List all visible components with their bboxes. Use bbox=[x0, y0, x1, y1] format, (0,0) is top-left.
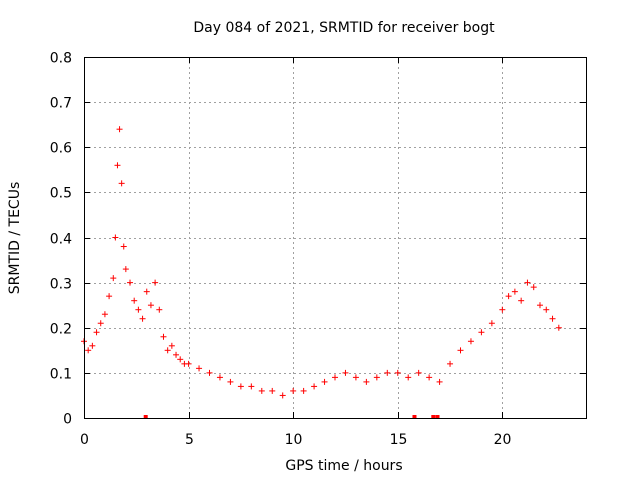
data-point bbox=[311, 383, 318, 390]
data-point bbox=[467, 338, 474, 345]
data-point bbox=[122, 266, 129, 273]
data-point bbox=[112, 234, 119, 241]
data-point bbox=[363, 378, 370, 385]
data-point bbox=[227, 378, 234, 385]
data-gap-marker bbox=[143, 415, 148, 419]
data-point bbox=[549, 315, 556, 322]
y-tick-label: 0.5 bbox=[50, 186, 72, 202]
data-point bbox=[173, 351, 180, 358]
data-point bbox=[505, 293, 512, 300]
data-point bbox=[216, 374, 223, 381]
data-gap-marker bbox=[431, 415, 436, 419]
data-point bbox=[394, 369, 401, 376]
data-point bbox=[131, 297, 138, 304]
y-tick-label: 0.7 bbox=[50, 96, 72, 112]
data-point bbox=[106, 293, 113, 300]
data-point bbox=[143, 288, 150, 295]
data-point bbox=[384, 369, 391, 376]
data-point bbox=[168, 342, 175, 349]
data-point bbox=[518, 297, 525, 304]
data-point bbox=[101, 311, 108, 318]
data-point bbox=[269, 387, 276, 394]
data-point bbox=[499, 306, 506, 313]
data-point bbox=[185, 360, 192, 367]
data-point bbox=[279, 392, 286, 399]
grid-lines bbox=[84, 57, 586, 418]
data-point bbox=[135, 306, 142, 313]
data-point bbox=[524, 279, 531, 286]
data-point bbox=[110, 275, 117, 282]
y-axis-label: SRMTID / TECUs bbox=[7, 182, 23, 295]
data-point bbox=[290, 387, 297, 394]
y-tick-label: 0.6 bbox=[50, 141, 72, 157]
data-gap-marker bbox=[412, 415, 417, 419]
data-point bbox=[237, 383, 244, 390]
x-tick-label: 0 bbox=[80, 432, 89, 448]
data-point bbox=[152, 279, 159, 286]
data-point bbox=[426, 374, 433, 381]
data-point bbox=[536, 302, 543, 309]
data-points bbox=[81, 126, 562, 399]
data-point bbox=[160, 333, 167, 340]
data-point bbox=[118, 180, 125, 187]
data-point bbox=[478, 329, 485, 336]
x-axis-label: GPS time / hours bbox=[285, 458, 402, 474]
data-point bbox=[258, 387, 265, 394]
data-point bbox=[405, 374, 412, 381]
x-tick-label: 20 bbox=[494, 432, 512, 448]
x-tick-label: 5 bbox=[185, 432, 194, 448]
data-point bbox=[352, 374, 359, 381]
data-point bbox=[116, 126, 123, 133]
data-point bbox=[177, 356, 184, 363]
data-point bbox=[543, 306, 550, 313]
data-gap-markers bbox=[143, 415, 440, 419]
plot-frame bbox=[84, 57, 587, 419]
data-point bbox=[156, 306, 163, 313]
y-tick-label: 0.2 bbox=[50, 322, 72, 338]
x-tick-label: 15 bbox=[390, 432, 408, 448]
data-point bbox=[457, 347, 464, 354]
data-point bbox=[93, 329, 100, 336]
data-point bbox=[447, 360, 454, 367]
chart-title: Day 084 of 2021, SRMTID for receiver bog… bbox=[193, 20, 495, 36]
data-point bbox=[415, 369, 422, 376]
data-point bbox=[164, 347, 171, 354]
data-point bbox=[321, 378, 328, 385]
data-point bbox=[89, 342, 96, 349]
data-point bbox=[511, 288, 518, 295]
data-point bbox=[206, 369, 213, 376]
y-tick-label: 0.8 bbox=[50, 51, 72, 67]
data-point bbox=[555, 324, 562, 331]
data-point bbox=[530, 284, 537, 291]
data-point bbox=[488, 320, 495, 327]
y-tick-label: 0.4 bbox=[50, 232, 72, 248]
data-point bbox=[300, 387, 307, 394]
axes: 0 0.1 0.2 0.3 0.4 0.5 0.6 0.7 0.8 0 5 10 15 20 bbox=[50, 51, 586, 448]
y-tick-label: 0.3 bbox=[50, 277, 72, 293]
y-tick-label: 0 bbox=[63, 412, 72, 428]
data-point bbox=[196, 365, 203, 372]
data-point bbox=[248, 383, 255, 390]
data-point bbox=[373, 374, 380, 381]
data-point bbox=[114, 162, 121, 169]
data-point bbox=[120, 243, 127, 250]
data-point bbox=[97, 320, 104, 327]
data-point bbox=[127, 279, 134, 286]
data-point bbox=[139, 315, 146, 322]
data-point bbox=[85, 347, 92, 354]
data-point bbox=[436, 378, 443, 385]
data-point bbox=[342, 369, 349, 376]
x-tick-label: 10 bbox=[285, 432, 303, 448]
data-gap-marker bbox=[435, 415, 440, 419]
data-point bbox=[332, 374, 338, 381]
y-tick-label: 0.1 bbox=[50, 367, 72, 383]
data-point bbox=[147, 302, 154, 309]
